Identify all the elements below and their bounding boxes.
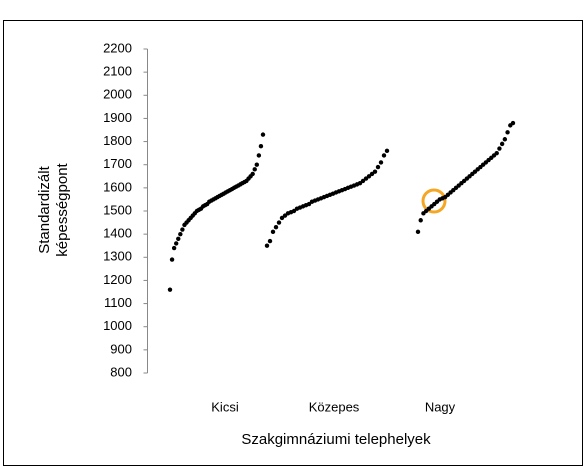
point [276, 220, 282, 225]
y-tick-label: 1600 [103, 179, 132, 194]
y-tick-label: 1400 [103, 226, 132, 241]
y-tick-label: 800 [110, 364, 132, 379]
y-tick-label: 900 [110, 341, 132, 356]
point [497, 146, 502, 151]
point [258, 144, 264, 149]
y-axis-title: képességpont [54, 162, 71, 256]
point [363, 176, 369, 181]
point [418, 218, 423, 223]
point [171, 245, 177, 251]
point [264, 243, 270, 248]
point [267, 238, 273, 244]
y-tick-label: 1100 [104, 295, 132, 310]
y-axis-title: Standardizált [36, 165, 53, 253]
y-tick-label: 2100 [103, 64, 132, 79]
point [384, 148, 390, 154]
point [366, 174, 372, 179]
point [279, 215, 285, 221]
point [505, 130, 510, 135]
point [260, 132, 266, 137]
point [282, 213, 288, 218]
y-tick-label: 1900 [103, 110, 132, 125]
chart-frame [3, 20, 583, 466]
point [169, 257, 175, 262]
x-tick-label: Nagy [425, 399, 456, 414]
point [254, 162, 259, 167]
point [372, 169, 378, 174]
point [252, 167, 257, 172]
highlight-circle [421, 188, 447, 214]
x-tick-label: Közepes [309, 399, 360, 414]
point [381, 153, 387, 158]
x-axis-title: Szakgimnáziumi telephelyek [241, 431, 431, 448]
point [375, 164, 381, 170]
point [270, 229, 276, 235]
point [256, 153, 262, 158]
point [178, 231, 183, 237]
y-tick-label: 2200 [103, 40, 132, 55]
y-tick-label: 1500 [103, 202, 132, 217]
point [357, 181, 363, 186]
point [369, 171, 375, 177]
y-tick-label: 1700 [103, 156, 132, 171]
point [167, 287, 173, 292]
point [415, 229, 421, 235]
point [273, 225, 279, 230]
x-tick-label: Kicsi [211, 399, 239, 414]
y-tick-label: 2000 [103, 87, 132, 102]
point [510, 120, 516, 126]
point [502, 137, 508, 142]
y-tick-label: 1800 [103, 133, 132, 148]
point [180, 227, 185, 232]
point [306, 201, 312, 207]
y-tick-label: 1200 [103, 272, 132, 287]
point [176, 236, 181, 241]
y-tick-label: 1300 [103, 249, 132, 264]
point [378, 160, 384, 165]
point [291, 208, 297, 214]
point [250, 171, 255, 177]
point [494, 150, 499, 156]
point [499, 141, 505, 147]
point [174, 241, 179, 246]
y-tick-label: 1000 [103, 318, 132, 333]
point [360, 178, 366, 184]
